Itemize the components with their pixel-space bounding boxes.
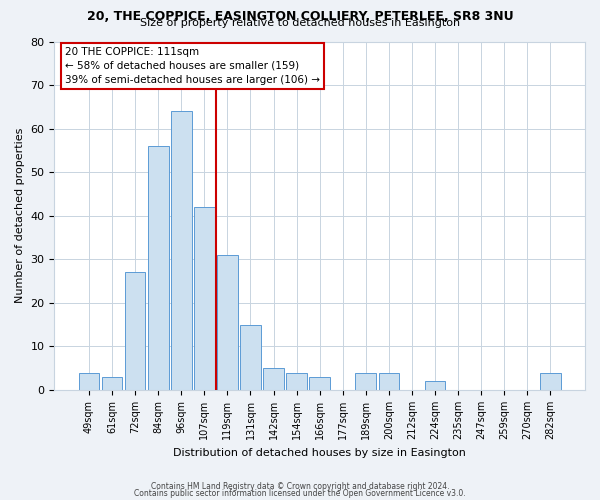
Bar xyxy=(79,372,99,390)
Bar xyxy=(425,382,445,390)
Bar xyxy=(355,372,376,390)
Bar xyxy=(263,368,284,390)
Bar xyxy=(101,377,122,390)
Text: 20 THE COPPICE: 111sqm
← 58% of detached houses are smaller (159)
39% of semi-de: 20 THE COPPICE: 111sqm ← 58% of detached… xyxy=(65,46,320,84)
Bar xyxy=(240,324,261,390)
Text: Size of property relative to detached houses in Easington: Size of property relative to detached ho… xyxy=(140,18,460,28)
Bar xyxy=(194,207,215,390)
Bar xyxy=(310,377,330,390)
Text: 20, THE COPPICE, EASINGTON COLLIERY, PETERLEE, SR8 3NU: 20, THE COPPICE, EASINGTON COLLIERY, PET… xyxy=(86,10,514,23)
Text: Contains public sector information licensed under the Open Government Licence v3: Contains public sector information licen… xyxy=(134,489,466,498)
X-axis label: Distribution of detached houses by size in Easington: Distribution of detached houses by size … xyxy=(173,448,466,458)
Bar xyxy=(125,272,145,390)
Bar xyxy=(379,372,400,390)
Bar xyxy=(148,146,169,390)
Bar xyxy=(171,111,191,390)
Y-axis label: Number of detached properties: Number of detached properties xyxy=(15,128,25,304)
Bar xyxy=(540,372,561,390)
Bar xyxy=(217,255,238,390)
Bar xyxy=(286,372,307,390)
Text: Contains HM Land Registry data © Crown copyright and database right 2024.: Contains HM Land Registry data © Crown c… xyxy=(151,482,449,491)
